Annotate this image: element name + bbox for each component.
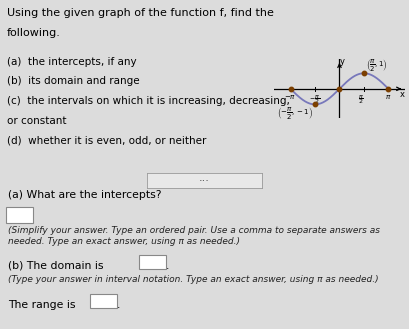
Text: .: . (117, 300, 120, 310)
Text: ···: ··· (199, 176, 210, 186)
FancyBboxPatch shape (139, 255, 166, 268)
Text: $\left(\dfrac{\pi}{2},1\right)$: $\left(\dfrac{\pi}{2},1\right)$ (366, 57, 388, 73)
Text: following.: following. (7, 28, 61, 38)
Text: (Type your answer in interval notation. Type an exact answer, using π as needed.: (Type your answer in interval notation. … (8, 275, 379, 285)
Text: $-\pi$: $-\pi$ (284, 93, 297, 101)
Text: $-\dfrac{\pi}{2}$: $-\dfrac{\pi}{2}$ (309, 93, 321, 106)
Text: The range is: The range is (8, 300, 76, 310)
Text: y: y (340, 57, 345, 66)
FancyBboxPatch shape (90, 294, 117, 308)
Text: (b) The domain is: (b) The domain is (8, 261, 103, 271)
Text: (a)  the intercepts, if any: (a) the intercepts, if any (7, 57, 137, 67)
Text: (d)  whether it is even, odd, or neither: (d) whether it is even, odd, or neither (7, 135, 206, 145)
Text: $\left(-\dfrac{\pi}{2},-1\right)$: $\left(-\dfrac{\pi}{2},-1\right)$ (277, 105, 313, 121)
Text: (Simplify your answer. Type an ordered pair. Use a comma to separate answers as
: (Simplify your answer. Type an ordered p… (8, 226, 380, 246)
Text: or constant: or constant (7, 116, 66, 126)
Text: (b)  its domain and range: (b) its domain and range (7, 76, 139, 86)
Text: x: x (399, 90, 404, 99)
Text: (c)  the intervals on which it is increasing, decreasing,: (c) the intervals on which it is increas… (7, 96, 290, 106)
Text: .: . (166, 261, 169, 271)
Text: (a) What are the intercepts?: (a) What are the intercepts? (8, 190, 162, 200)
FancyBboxPatch shape (6, 207, 33, 223)
Text: $\dfrac{\pi}{2}$: $\dfrac{\pi}{2}$ (358, 93, 364, 106)
Text: Using the given graph of the function f, find the: Using the given graph of the function f,… (7, 9, 274, 18)
Text: $\pi$: $\pi$ (385, 93, 391, 101)
